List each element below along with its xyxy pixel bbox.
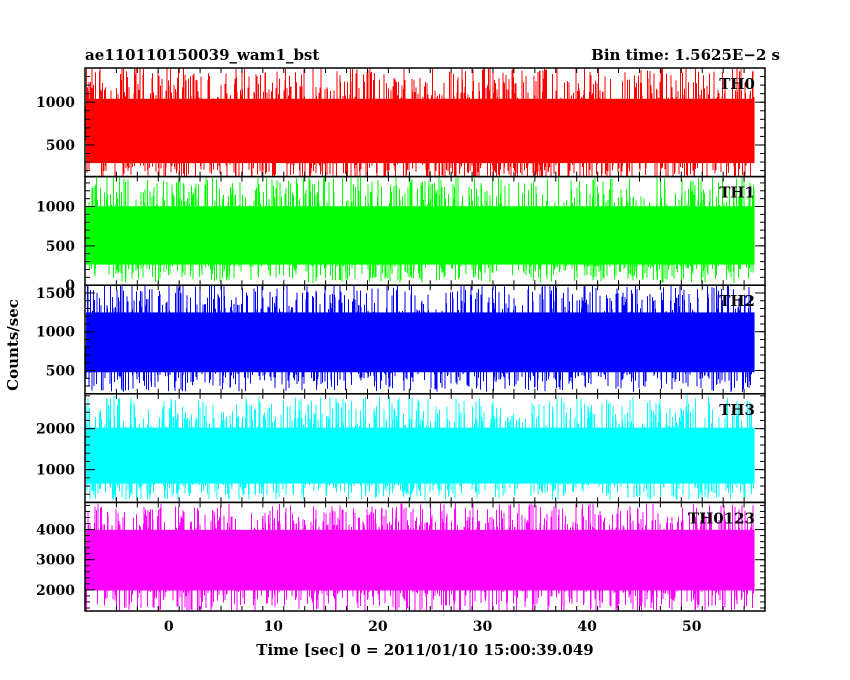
- series-th3-core: [86, 427, 755, 484]
- panel-th1: 0 500 1000 TH1: [36, 175, 766, 294]
- panel-stack: 500 1000 TH0 0 500 1000 TH1 500 1000 1500 TH2 1000 2…: [36, 67, 766, 612]
- panel-th0123: 2000 3000 4000 TH0123: [36, 501, 766, 612]
- x-tick-label: 30: [473, 619, 493, 635]
- y-tick-label: 1000: [36, 200, 75, 216]
- x-tick-label: 10: [264, 619, 284, 635]
- panel-name-th2: TH2: [719, 292, 755, 310]
- y-tick-label: 500: [46, 138, 75, 154]
- panel-name-th1: TH1: [719, 184, 755, 202]
- chart-title: ae110110150039_wam1_bst: [85, 46, 319, 64]
- y-tick-label: 500: [46, 364, 75, 380]
- panel-name-th3: TH3: [719, 401, 755, 419]
- panel-frame: [84, 501, 766, 612]
- panel-th3: 1000 2000 TH3: [36, 393, 766, 504]
- y-tick-label: 1500: [36, 286, 75, 302]
- series-th2-core: [86, 312, 755, 373]
- y-tick-label: 4000: [36, 523, 75, 539]
- y-tick-label: 0: [65, 278, 75, 294]
- y-tick-label: 500: [46, 239, 75, 255]
- bin-time-label: Bin time: 1.5625E−2 s: [591, 46, 780, 64]
- y-tick-label: 1000: [36, 463, 75, 479]
- x-axis-label: Time [sec] 0 = 2011/01/10 15:00:39.049: [256, 641, 593, 659]
- panel-name-th0123: TH0123: [688, 509, 755, 527]
- panel-th0: 500 1000 TH0: [36, 67, 766, 178]
- series-th0-core: [86, 98, 755, 164]
- x-tick-label: 0: [164, 619, 174, 635]
- panel-name-th0: TH0: [719, 75, 755, 93]
- y-axis-label: Counts/sec: [4, 299, 22, 391]
- y-tick-label: 3000: [36, 553, 75, 569]
- y-tick-label: 2000: [36, 583, 75, 599]
- y-tick-label: 1000: [36, 95, 75, 111]
- series-th0123-core: [86, 529, 755, 591]
- x-tick-label: 50: [682, 619, 702, 635]
- x-axis: 0 10 20 30 40 50: [164, 619, 702, 635]
- panel-th2: 500 1000 1500 TH2: [36, 284, 766, 395]
- y-tick-label: 2000: [36, 422, 75, 438]
- y-tick-label: 1000: [36, 325, 75, 341]
- x-tick-label: 40: [577, 619, 597, 635]
- x-tick-label: 20: [368, 619, 388, 635]
- series-th1-core: [86, 206, 755, 265]
